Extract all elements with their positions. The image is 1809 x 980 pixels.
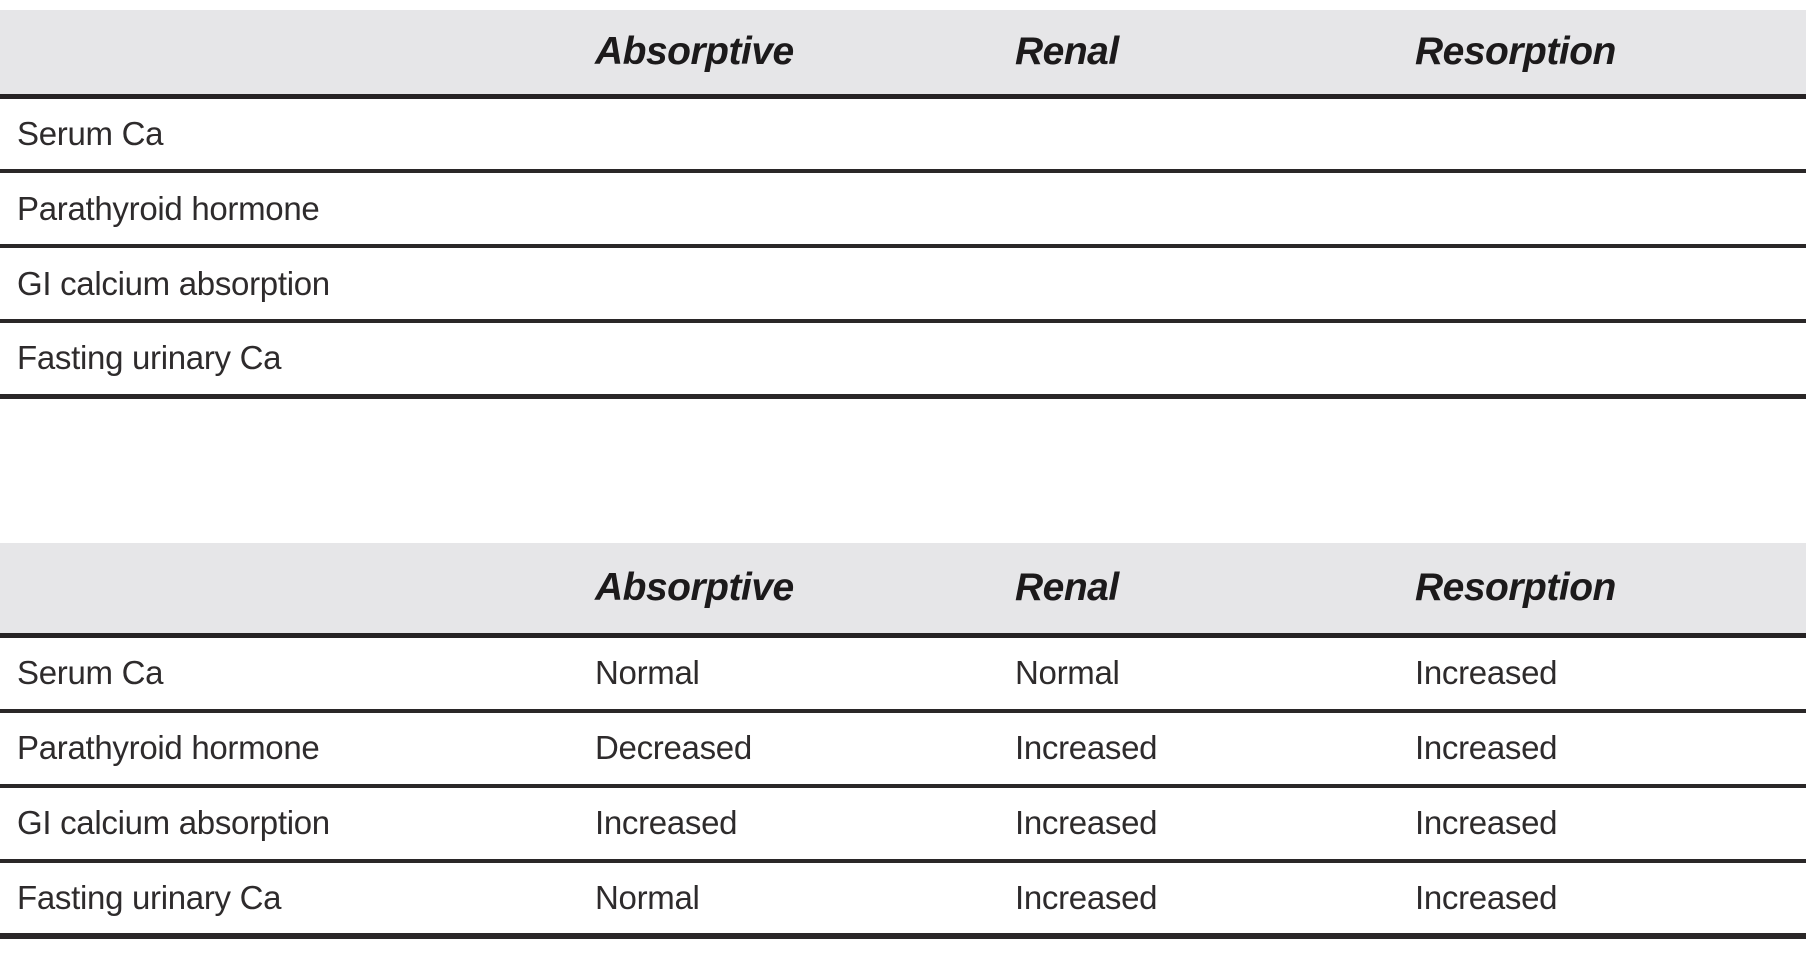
table-row: Fasting urinary Ca Normal Increased Increas… xyxy=(0,861,1806,936)
table-row: Serum Ca Normal Normal Increased xyxy=(0,636,1806,711)
cell-value xyxy=(1415,321,1806,396)
header-row: Absorptive Renal Resorption xyxy=(0,10,1806,96)
row-label: Serum Ca xyxy=(17,654,164,692)
answer-table: Absorptive Renal Resorption Serum Ca Normal… xyxy=(0,542,1806,939)
cell-value xyxy=(1015,171,1415,246)
cell-value xyxy=(595,321,1015,396)
answer-table-body: Serum Ca Normal Normal Increased Parathyroid… xyxy=(0,636,1806,936)
row-label: Fasting urinary Ca xyxy=(17,878,282,916)
table-row: Fasting urinary Ca xyxy=(0,321,1806,396)
cell-value xyxy=(1015,246,1415,321)
table-row: GI calcium absorption xyxy=(0,246,1806,321)
cell-value xyxy=(1415,171,1806,246)
blank-table: Absorptive Renal Resorption Serum Ca Parath… xyxy=(0,10,1806,399)
cell-value xyxy=(1415,246,1806,321)
cell-value: Increased xyxy=(1015,729,1158,766)
column-header: Absorptive xyxy=(595,565,794,609)
cell-value: Increased xyxy=(1015,804,1158,841)
row-label: Parathyroid hormone xyxy=(17,729,320,766)
cell-value xyxy=(595,96,1015,171)
column-header: Renal xyxy=(1015,565,1119,609)
answer-table-section: Absorptive Renal Resorption Serum Ca Normal… xyxy=(0,399,1809,939)
row-label: GI calcium absorption xyxy=(17,804,330,841)
cell-value xyxy=(595,246,1015,321)
column-header: Resorption xyxy=(1415,29,1616,73)
table-row: GI calcium absorption Increased Increased I… xyxy=(0,786,1806,861)
cell-value: Increased xyxy=(1415,878,1558,916)
cell-value: Increased xyxy=(1415,729,1558,766)
corner-header-cell xyxy=(0,543,595,636)
cell-value xyxy=(1015,321,1415,396)
cell-value: Increased xyxy=(1415,804,1558,841)
row-label: Serum Ca xyxy=(17,114,164,152)
row-label: Parathyroid hormone xyxy=(17,189,320,227)
table-row: Parathyroid hormone Decreased Increased Inc… xyxy=(0,711,1806,786)
table-row: Parathyroid hormone xyxy=(0,171,1806,246)
blank-table-section: Absorptive Renal Resorption Serum Ca Parath… xyxy=(0,0,1809,399)
cell-value: Normal xyxy=(595,654,700,692)
cell-value xyxy=(595,171,1015,246)
cell-value: Increased xyxy=(595,804,738,841)
table-row: Serum Ca xyxy=(0,96,1806,171)
cell-value: Increased xyxy=(1415,654,1558,692)
column-header: Renal xyxy=(1015,29,1119,73)
corner-header-cell xyxy=(0,10,595,96)
answer-table-header: Absorptive Renal Resorption xyxy=(0,542,1806,636)
cell-value: Normal xyxy=(1015,654,1120,692)
column-header: Absorptive xyxy=(595,29,794,73)
row-label: GI calcium absorption xyxy=(17,264,330,302)
header-row: Absorptive Renal Resorption xyxy=(0,542,1806,636)
cell-value: Normal xyxy=(595,878,700,916)
cell-value xyxy=(1415,96,1806,171)
cell-value: Decreased xyxy=(595,729,752,766)
cell-value: Increased xyxy=(1015,878,1158,916)
blank-table-header: Absorptive Renal Resorption xyxy=(0,10,1806,96)
cell-value xyxy=(1015,96,1415,171)
column-header: Resorption xyxy=(1415,565,1616,609)
row-label: Fasting urinary Ca xyxy=(17,339,282,377)
blank-table-body: Serum Ca Parathyroid hormone GI calcium ab… xyxy=(0,96,1806,396)
